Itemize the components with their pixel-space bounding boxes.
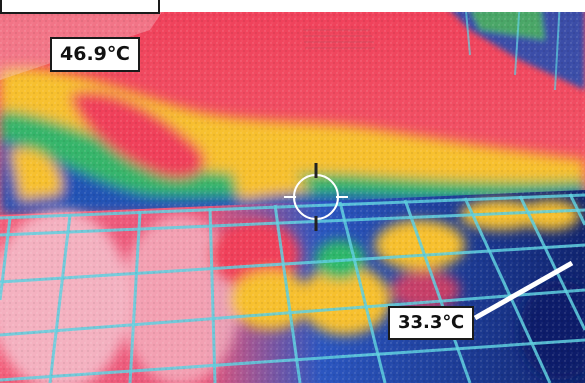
cool-temperature-label: 33.3℃: [388, 306, 475, 340]
pointer-line: [473, 260, 574, 321]
hot-temperature-label: 46.9℃: [50, 37, 140, 72]
crosshair-target: [284, 163, 348, 231]
